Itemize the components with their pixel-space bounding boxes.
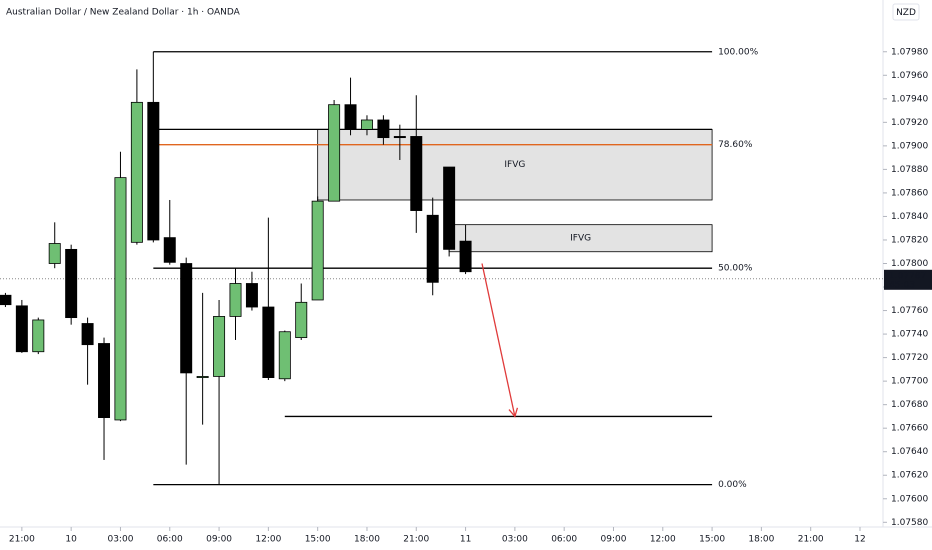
candle-body bbox=[360, 119, 373, 130]
candle-body bbox=[98, 343, 111, 419]
arrow-head bbox=[508, 407, 519, 418]
level-label: 78.60% bbox=[718, 140, 753, 150]
x-tick-label: 09:00 bbox=[601, 535, 627, 545]
y-tick-label: 1.07740 bbox=[891, 330, 928, 340]
y-tick-label: 1.07800 bbox=[891, 259, 928, 269]
x-tick-label: 21:00 bbox=[9, 535, 35, 545]
candle-body bbox=[15, 305, 28, 353]
candle-body bbox=[311, 200, 324, 301]
candle-body bbox=[377, 119, 390, 139]
candle-body bbox=[344, 104, 357, 130]
candle-body bbox=[130, 101, 143, 243]
candle-body bbox=[459, 240, 472, 273]
x-tick-label: 12:00 bbox=[650, 535, 676, 545]
candle-body bbox=[245, 283, 258, 308]
x-tick-label: 12:00 bbox=[255, 535, 281, 545]
level-label: 0.00% bbox=[718, 480, 747, 490]
y-tick-label: 1.07680 bbox=[891, 400, 928, 410]
y-tick-label: 1.07660 bbox=[891, 424, 928, 434]
x-tick-label: 06:00 bbox=[157, 535, 183, 545]
candle-body bbox=[114, 177, 127, 421]
candle-body bbox=[196, 376, 209, 379]
last-price-label: 1.07787 bbox=[889, 271, 926, 281]
candle-body bbox=[0, 294, 12, 306]
x-tick-label: 21:00 bbox=[403, 535, 429, 545]
candle-body bbox=[229, 283, 242, 317]
y-tick-label: 1.07580 bbox=[891, 518, 928, 528]
candle-body bbox=[213, 316, 226, 377]
candle-body bbox=[328, 104, 341, 202]
candle-body bbox=[163, 237, 176, 263]
y-tick-label: 1.07640 bbox=[891, 447, 928, 457]
zone-label: IFVG bbox=[504, 160, 525, 170]
y-tick-label: 1.07840 bbox=[891, 212, 928, 222]
candle-body bbox=[81, 323, 94, 346]
candle-body bbox=[426, 214, 439, 283]
x-tick-label: 09:00 bbox=[206, 535, 232, 545]
zone-label: IFVG bbox=[570, 234, 591, 244]
candle-body bbox=[278, 331, 291, 380]
candle-body bbox=[410, 136, 423, 211]
countdown-label: 45:03 bbox=[889, 280, 915, 290]
last-price-box bbox=[884, 269, 932, 290]
candle-body bbox=[393, 136, 406, 139]
projection-arrow bbox=[481, 263, 516, 417]
y-tick-label: 1.07920 bbox=[891, 118, 928, 128]
candle-body bbox=[295, 301, 308, 339]
y-tick-label: 1.07960 bbox=[891, 71, 928, 81]
currency-box[interactable] bbox=[892, 3, 920, 21]
candle-body bbox=[48, 243, 61, 264]
chart-title: Australian Dollar / New Zealand Dollar ·… bbox=[6, 8, 241, 18]
candle-body bbox=[180, 263, 193, 374]
x-tick-label: 06:00 bbox=[551, 535, 577, 545]
level-label: 100.00% bbox=[718, 47, 758, 57]
level-label: 50.00% bbox=[718, 264, 753, 274]
x-tick-label: 12 bbox=[854, 535, 865, 545]
y-tick-label: 1.07940 bbox=[891, 94, 928, 104]
x-tick-label: 21:00 bbox=[798, 535, 824, 545]
y-tick-label: 1.07720 bbox=[891, 353, 928, 363]
y-tick-label: 1.07900 bbox=[891, 141, 928, 151]
y-tick-label: 1.07880 bbox=[891, 165, 928, 175]
y-tick-label: 1.07820 bbox=[891, 235, 928, 245]
ifvg-zone bbox=[448, 224, 713, 253]
candle-body bbox=[443, 166, 456, 250]
currency-label: NZD bbox=[896, 8, 916, 18]
y-tick-label: 1.07760 bbox=[891, 306, 928, 316]
y-tick-label: 1.07980 bbox=[891, 47, 928, 57]
y-tick-label: 1.07620 bbox=[891, 471, 928, 481]
x-tick-label: 03:00 bbox=[107, 535, 133, 545]
candle-body bbox=[147, 101, 160, 241]
x-tick-label: 15:00 bbox=[699, 535, 725, 545]
x-tick-label: 18:00 bbox=[354, 535, 380, 545]
candle-body bbox=[65, 248, 78, 319]
x-tick-label: 18:00 bbox=[748, 535, 774, 545]
x-tick-label: 11 bbox=[460, 535, 471, 545]
x-tick-label: 10 bbox=[65, 535, 77, 545]
y-tick-label: 1.07860 bbox=[891, 188, 928, 198]
x-tick-label: 03:00 bbox=[502, 535, 528, 545]
y-tick-label: 1.07700 bbox=[891, 377, 928, 387]
candle-body bbox=[32, 319, 45, 353]
candle-body bbox=[262, 306, 275, 379]
y-tick-label: 1.07600 bbox=[891, 494, 928, 504]
x-tick-label: 15:00 bbox=[305, 535, 331, 545]
